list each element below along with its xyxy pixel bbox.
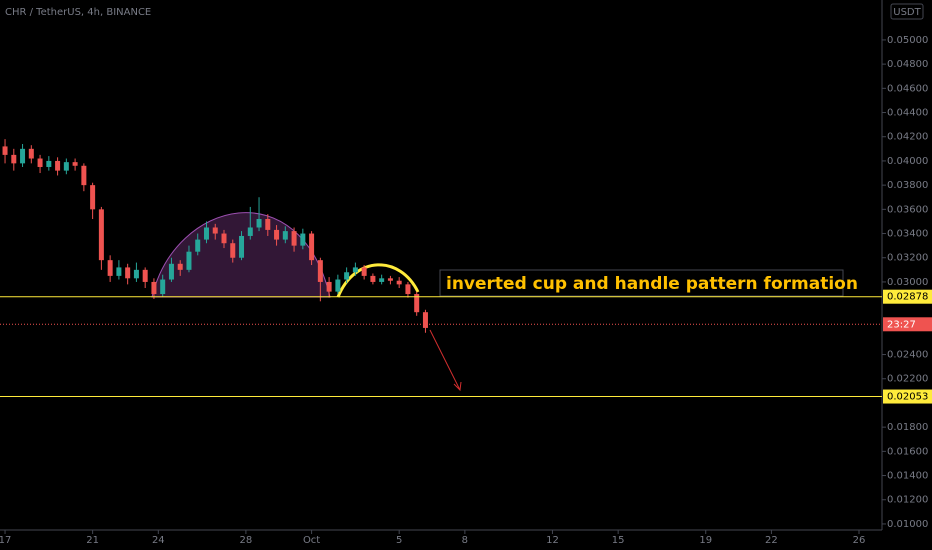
- handle-drawing: [336, 263, 420, 298]
- candle-body: [247, 227, 253, 236]
- candle-body: [274, 229, 280, 240]
- x-tick-label: 22: [765, 535, 778, 546]
- candle-body: [151, 281, 157, 295]
- candle-body: [352, 267, 358, 273]
- candle-body: [203, 227, 209, 240]
- currency-label[interactable]: USDT: [893, 7, 921, 18]
- candle-body: [142, 269, 148, 282]
- candle-body: [387, 278, 393, 281]
- candle-body: [414, 294, 420, 313]
- candle-body: [177, 263, 183, 270]
- y-tick-label: 0.04200: [887, 132, 928, 143]
- level-label-bg: [883, 289, 932, 304]
- candle-body: [300, 233, 306, 246]
- candle-body: [195, 239, 201, 252]
- y-tick-label: 0.03400: [887, 229, 928, 240]
- y-tick-label: 0.04000: [887, 156, 928, 167]
- x-tick-label: 24: [152, 535, 165, 546]
- candle-body: [81, 165, 87, 186]
- y-tick-label: 0.03800: [887, 180, 928, 191]
- candle-body: [168, 263, 174, 280]
- y-tick-label: 0.03200: [887, 253, 928, 264]
- candle-body: [20, 148, 26, 164]
- candle-body: [405, 284, 411, 295]
- candle-body: [379, 278, 385, 282]
- x-tick-label: 21: [86, 535, 99, 546]
- y-tick-label: 0.01600: [887, 446, 928, 457]
- x-tick-label: 26: [853, 535, 866, 546]
- y-tick-label: 0.02400: [887, 350, 928, 361]
- plot-area: [2, 139, 462, 392]
- candle-body: [107, 260, 113, 276]
- y-tick-label: 0.01000: [887, 519, 928, 530]
- candle-body: [291, 231, 297, 246]
- arrow-head: [453, 381, 462, 392]
- candle-body: [370, 275, 376, 282]
- candle-body: [90, 185, 96, 210]
- y-tick-label: 0.04800: [887, 59, 928, 70]
- candle-body: [326, 281, 332, 292]
- level-label: 0.02053: [887, 392, 928, 403]
- chart-title: CHR / TetherUS, 4h, BINANCE: [5, 7, 151, 18]
- candle-body: [335, 279, 341, 292]
- candle-body: [11, 154, 17, 164]
- countdown-label: 23:27: [887, 319, 916, 330]
- y-tick-label: 0.03000: [887, 277, 928, 288]
- candle-body: [160, 279, 166, 295]
- candle-body: [317, 260, 323, 282]
- candle-body: [422, 312, 428, 328]
- y-tick-label: 0.01800: [887, 422, 928, 433]
- y-tick-label: 0.01200: [887, 495, 928, 506]
- x-tick-label: 12: [546, 535, 559, 546]
- candle-body: [46, 160, 52, 167]
- x-tick-label: 17: [0, 535, 11, 546]
- candle-body: [282, 231, 288, 240]
- y-tick-label: 0.03600: [887, 204, 928, 215]
- candle-body: [2, 146, 8, 155]
- candle-body: [309, 233, 315, 261]
- candle-body: [72, 162, 78, 166]
- candle-body: [396, 280, 402, 285]
- x-tick-label: 28: [240, 535, 253, 546]
- candle-body: [37, 158, 43, 167]
- y-tick-label: 0.05000: [887, 35, 928, 46]
- x-tick-label: 5: [396, 535, 402, 546]
- level-label: 0.02878: [887, 292, 928, 303]
- y-tick-label: 0.01400: [887, 471, 928, 482]
- candle-body: [63, 162, 69, 171]
- candle-body: [221, 233, 227, 244]
- y-tick-label: 0.04600: [887, 83, 928, 94]
- currency-button[interactable]: [890, 3, 924, 20]
- annotation-box: [439, 269, 844, 297]
- candle-body: [361, 267, 367, 276]
- candle-body: [344, 272, 350, 280]
- y-tick-label: 0.02200: [887, 374, 928, 385]
- x-tick-label: 8: [462, 535, 468, 546]
- candle-body: [256, 219, 262, 228]
- candle-body: [239, 235, 245, 258]
- countdown-bg: [883, 317, 932, 332]
- candle-body: [186, 251, 192, 270]
- candle-body: [98, 209, 104, 261]
- x-tick-label: Oct: [303, 535, 320, 546]
- candle-body: [230, 243, 236, 258]
- y-tick-label: 0.04400: [887, 108, 928, 119]
- candle-body: [55, 160, 61, 171]
- candle-body: [212, 227, 218, 234]
- candle-body: [133, 269, 139, 279]
- candle-body: [28, 148, 34, 159]
- x-tick-label: 15: [612, 535, 625, 546]
- candle-body: [125, 267, 131, 279]
- candle-body: [116, 267, 122, 276]
- x-tick-label: 19: [699, 535, 712, 546]
- annotation-text: inverted cup and handle pattern formatio…: [446, 274, 858, 294]
- candle-body: [265, 219, 271, 230]
- target-arrow: [429, 329, 461, 391]
- level-label-bg: [883, 389, 932, 404]
